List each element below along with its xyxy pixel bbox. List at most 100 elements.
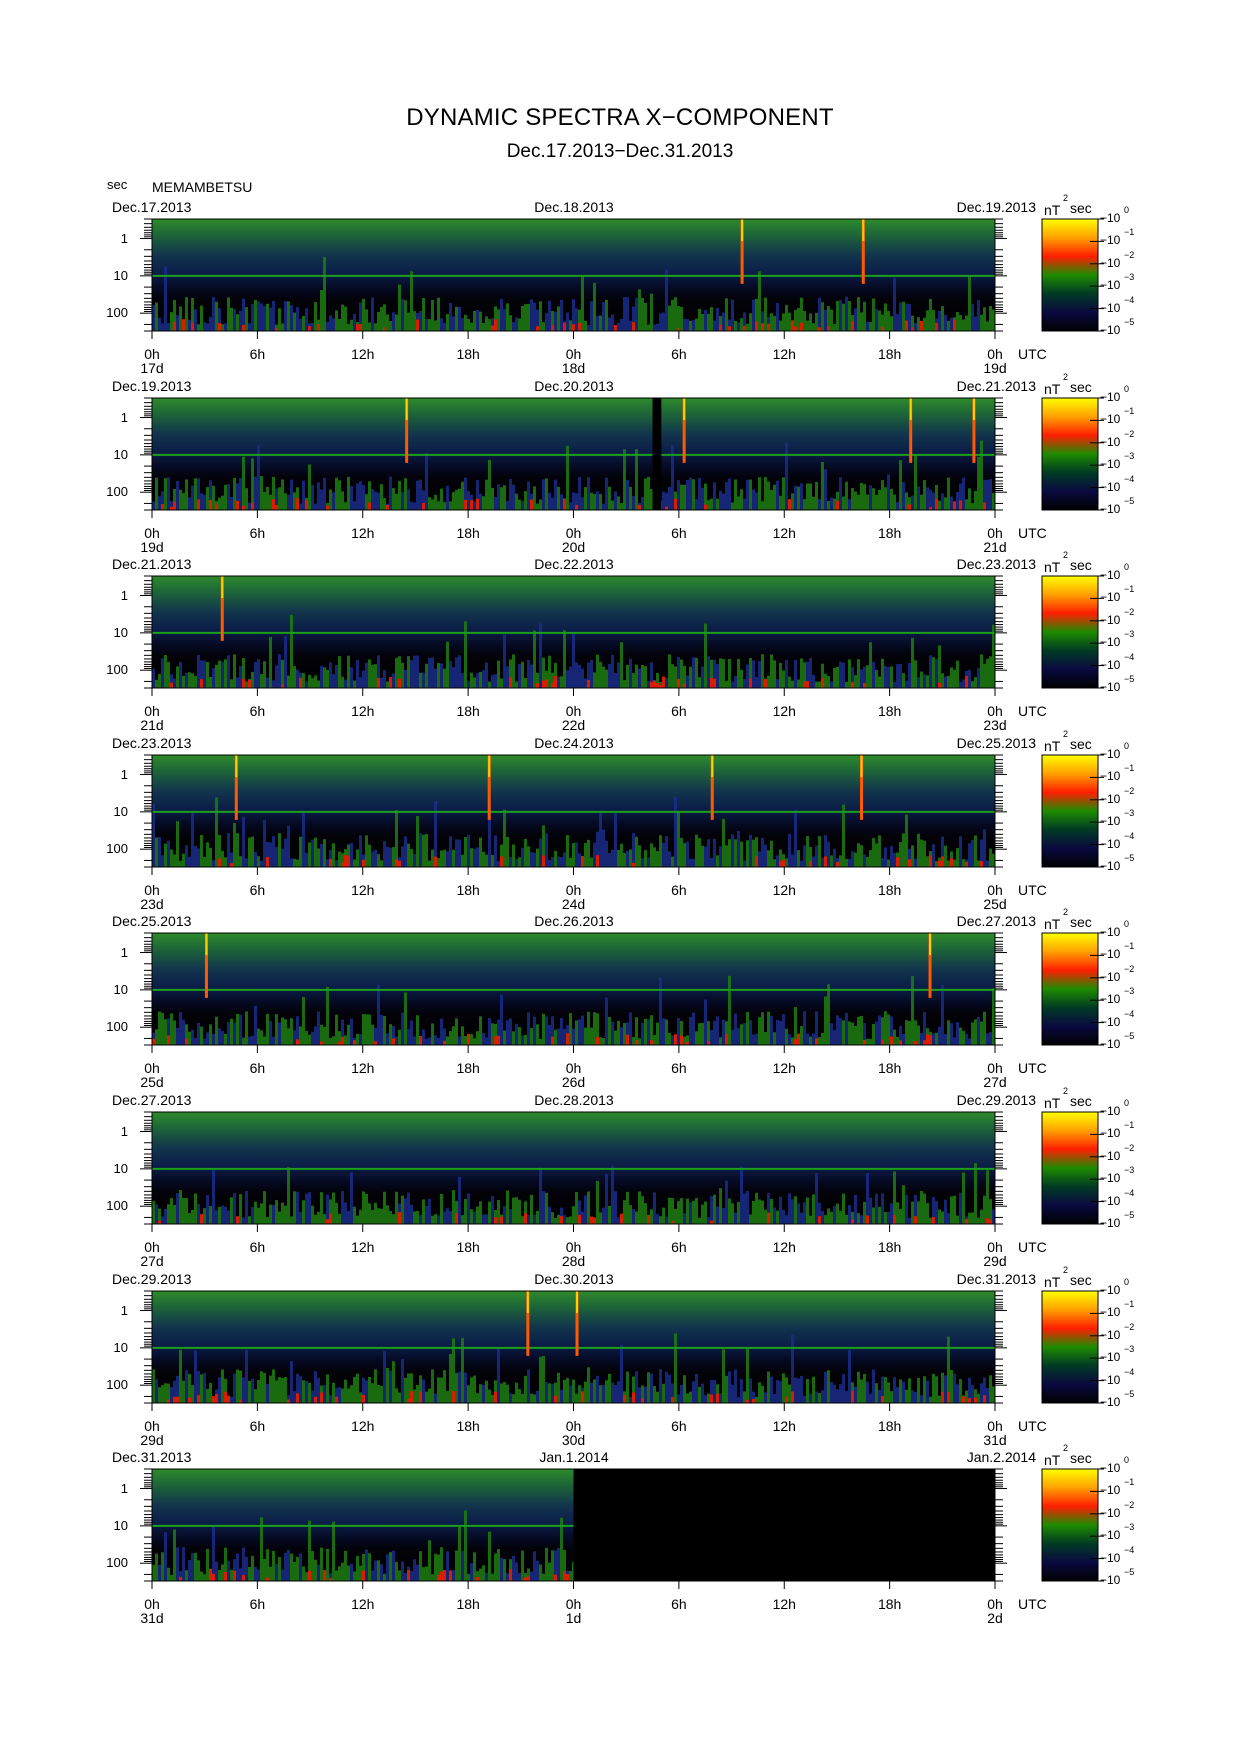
x-tick-label: 18h [877,525,902,541]
colorbar-tick-exponent: −1 [1124,763,1135,774]
colorbar-tick-label: −10 [1100,612,1121,627]
colorbar-tick-label: −10 [1100,1372,1121,1387]
day-label: 29d [983,1253,1007,1269]
x-tick-label: 0h [987,1239,1003,1255]
colorbar-tick-exponent: −2 [1124,606,1135,617]
day-label: 24d [561,896,586,912]
spectral-noise [152,975,995,1045]
panel-mid-date: Dec.20.2013 [534,378,614,394]
y-tick-label: 100 [106,1555,128,1571]
colorbar-unit: nT [1044,1274,1061,1290]
x-tick-label: 0h [144,525,160,541]
colorbar-unit-sup: 2 [1063,1443,1069,1453]
chart-title: DYNAMIC SPECTRA X−COMPONENT [406,104,834,131]
x-axis-ticks [151,510,996,518]
spectrogram-panel [140,397,1007,518]
spectral-noise [152,1163,995,1224]
colorbar-tick-exponent: −5 [1124,853,1135,863]
spectrogram-panel [140,754,1007,875]
data-gap [652,398,662,510]
y-axis-unit: sec [107,177,128,192]
colorbar-tick-label: −10 [1100,1505,1121,1520]
y-axis-ticks [140,575,1007,689]
colorbar-tick-label: −10 [1100,1037,1121,1051]
colorbar-tick-exponent: 0 [1124,741,1130,751]
colorbar-tick-label: −10 [1100,947,1121,962]
colorbar-unit: nT [1044,916,1061,932]
colorbar-tick-label: −10 [1100,836,1121,851]
x-tick-label: 18h [456,1060,480,1076]
colorbar-tick-exponent: −5 [1124,1567,1135,1577]
x-tick-label: 12h [351,1596,375,1612]
colorbar-tick-label: −10 [1100,1126,1121,1141]
day-label: 21d [140,717,164,733]
panel-mid-date: Dec.22.2013 [534,556,614,572]
colorbar-tick-exponent: −1 [1124,1120,1135,1131]
x-tick-label: 6h [249,525,266,541]
colorbar-tick-label: −10 [1100,300,1121,315]
spectrogram-panel [140,1468,1007,1589]
colorbar-tick-label: −10 [1100,1483,1121,1498]
x-tick-label: 12h [772,1596,796,1612]
x-tick-label: 6h [671,1418,687,1434]
x-tick-label: 6h [249,1418,266,1434]
colorbar-unit-tail: sec [1070,1272,1092,1288]
colorbar-tick-exponent: −4 [1124,830,1135,841]
day-label: 19d [983,360,1007,376]
colorbar [1041,397,1104,511]
panel-end-date: Dec.27.2013 [956,913,1036,929]
y-tick-label: 10 [113,267,128,283]
day-label: 17d [140,360,164,376]
colorbar-unit-sup: 2 [1063,550,1069,560]
panel-end-date: Dec.25.2013 [956,735,1036,751]
y-tick-label: 100 [106,1377,128,1393]
y-tick-label: 1 [120,230,128,246]
x-tick-label: 18h [456,882,480,898]
colorbar-tick-label: −10 [1100,457,1121,472]
colorbar-tick-exponent: −1 [1124,1299,1135,1310]
y-tick-label: 10 [113,446,128,462]
spectral-noise [152,440,995,510]
x-tick-label: 12h [772,703,796,719]
colorbar-tick-exponent: −5 [1124,1031,1135,1041]
x-tick-label: 0h [987,882,1003,898]
colorbar-unit-sup: 2 [1063,907,1069,917]
colorbar-tick-label: −10 [1100,1148,1121,1163]
colorbar-tick-exponent: −2 [1124,249,1135,260]
colorbar-tick-exponent: −4 [1124,1544,1135,1555]
y-tick-label: 100 [106,841,128,857]
colorbar [1041,1468,1104,1582]
spectral-noise [152,1333,995,1403]
colorbar-tick-exponent: 0 [1124,384,1130,394]
colorbar-tick-label: −10 [1100,680,1121,694]
colorbar-tick-exponent: 0 [1124,1277,1130,1287]
x-tick-label: 18h [877,1418,902,1434]
x-tick-label: 12h [772,346,796,362]
colorbar-tick-exponent: −4 [1124,1008,1135,1019]
x-tick-label: 0h [987,1060,1003,1076]
x-tick-label: 12h [351,1239,375,1255]
panel-start-date: Dec.29.2013 [112,1271,192,1287]
colorbar-tick-label: −10 [1100,278,1121,293]
colorbar-unit-tail: sec [1070,379,1092,395]
colorbar-tick-exponent: −1 [1124,584,1135,595]
colorbar-tick-label: −10 [1100,1283,1121,1297]
x-tick-label: 18h [877,882,902,898]
x-tick-label: 12h [351,1060,375,1076]
x-tick-label: 0h [144,1239,160,1255]
x-tick-label: 18h [456,346,480,362]
colorbar-unit: nT [1044,738,1061,754]
x-tick-label: 0h [565,1418,582,1434]
colorbar-unit-tail: sec [1070,914,1092,930]
spectral-noise [152,796,995,867]
colorbar-tick-label: −10 [1100,635,1121,650]
y-tick-label: 10 [113,803,128,819]
x-tick-label: 6h [671,525,687,541]
x-tick-label: 12h [351,703,375,719]
colorbar-unit: nT [1044,202,1061,218]
colorbar-tick-exponent: 0 [1124,205,1130,215]
x-axis-ticks [151,1581,996,1589]
x-tick-label: 6h [671,1596,687,1612]
colorbar-unit-sup: 2 [1063,1265,1069,1275]
colorbar-tick-label: −10 [1100,769,1121,784]
